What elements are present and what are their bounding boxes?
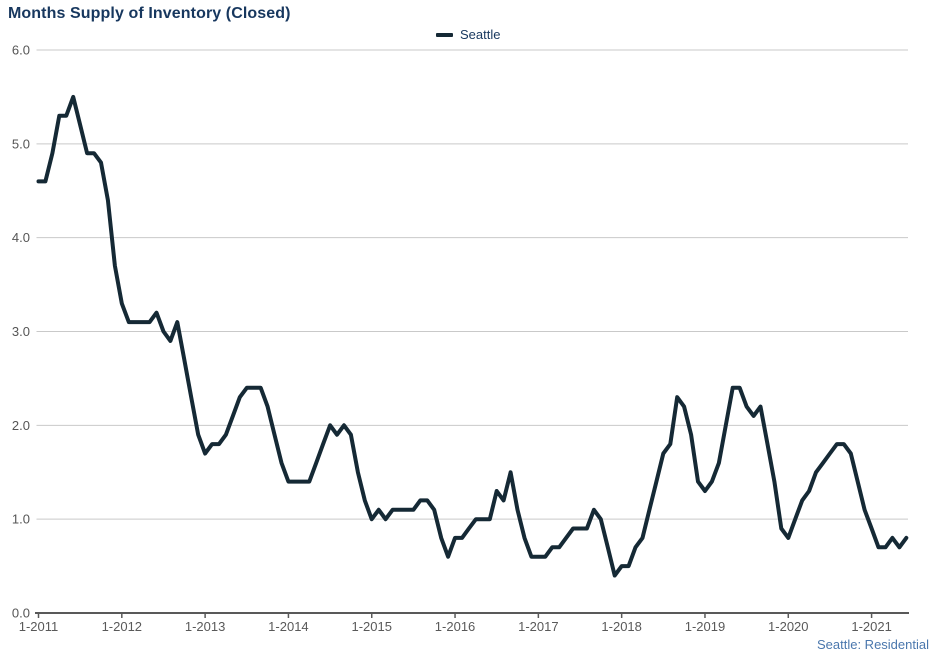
seattle-series-swatch (436, 32, 453, 37)
svg-text:1-2021: 1-2021 (851, 619, 891, 634)
svg-text:1-2015: 1-2015 (351, 619, 391, 634)
svg-text:1.0: 1.0 (12, 512, 30, 527)
y-axis-labels: 6.0 5.0 4.0 3.0 2.0 1.0 0.0 (12, 43, 30, 621)
svg-text:4.0: 4.0 (12, 230, 30, 245)
svg-text:1-2016: 1-2016 (435, 619, 475, 634)
svg-text:3.0: 3.0 (12, 324, 30, 339)
gridlines (36, 49, 908, 520)
svg-text:1-2011: 1-2011 (19, 619, 59, 634)
svg-text:1-2012: 1-2012 (102, 619, 142, 634)
page-title: Months Supply of Inventory (Closed) (8, 5, 291, 22)
chart-legend: Seattle (436, 27, 500, 42)
svg-text:1-2013: 1-2013 (185, 619, 225, 634)
svg-text:5.0: 5.0 (12, 136, 30, 151)
svg-text:1-2019: 1-2019 (685, 619, 725, 634)
svg-text:1-2014: 1-2014 (268, 619, 308, 634)
svg-text:1-2018: 1-2018 (601, 619, 641, 634)
svg-text:2.0: 2.0 (12, 418, 30, 433)
svg-text:6.0: 6.0 (12, 43, 30, 58)
legend-label-seattle: Seattle (460, 27, 501, 42)
seattle-series-line (36, 94, 909, 578)
chart-footnote: Seattle: Residential (816, 637, 929, 652)
svg-text:1-2020: 1-2020 (768, 619, 808, 634)
svg-text:0.0: 0.0 (12, 606, 30, 621)
x-axis (35, 612, 909, 618)
x-axis-labels: 1-2011 1-2012 1-2013 1-2014 1-2015 1-2016 1-20… (19, 619, 892, 634)
svg-text:1-2017: 1-2017 (518, 619, 558, 634)
